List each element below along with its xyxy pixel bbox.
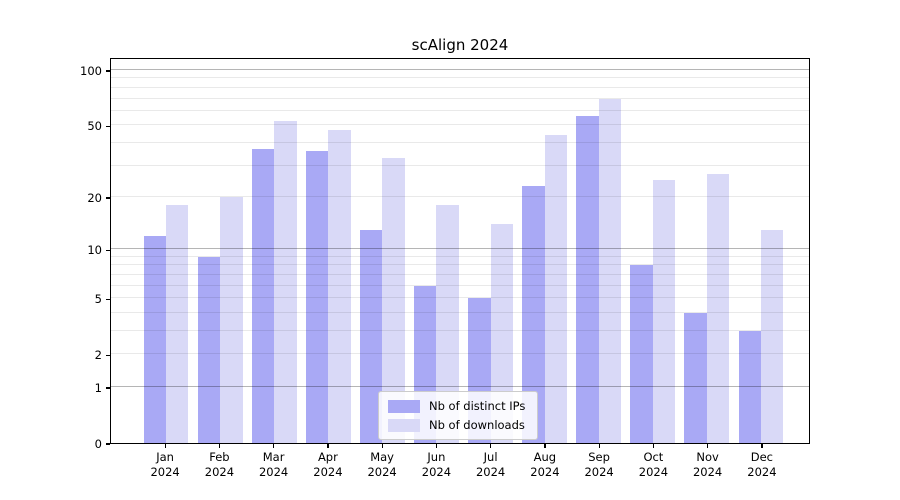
y-tick-mark [106,197,110,199]
bar-distinct-ips [576,116,599,443]
x-tick-mark [273,444,275,448]
bar-group-oct [626,59,680,443]
y-tick-mark [106,125,110,127]
x-tick-label: Jun 2024 [421,450,452,479]
x-tick-label: Jul 2024 [475,450,506,479]
y-tick-label: 20 [87,190,102,205]
bar-group-dec [734,59,788,443]
plot-area: Nb of distinct IPs Nb of downloads [110,58,810,444]
legend-item: Nb of downloads [388,418,525,432]
bar-group-jul [463,59,517,443]
x-tick-label: Sep 2024 [584,450,614,479]
x-tick-label: Nov 2024 [692,450,723,479]
y-tick-mark [106,443,110,445]
legend-label: Nb of downloads [429,418,525,432]
bar-downloads [166,205,189,443]
bar-distinct-ips [143,235,167,443]
x-tick-mark [598,444,600,448]
y-tick-label: 0 [94,437,102,451]
x-tick-mark [327,444,329,448]
bar-distinct-ips [738,331,761,443]
bar-downloads [652,179,676,443]
bar-downloads [274,120,297,443]
bar-group-jun [409,59,463,443]
x-tick-label: May 2024 [367,450,397,479]
y-tick-label: 100 [80,64,102,78]
bar-group-nov [680,59,734,443]
bar-downloads [544,135,567,443]
x-tick-mark [707,444,709,448]
y-tick-label: 1 [94,381,102,395]
legend-item: Nb of distinct IPs [388,399,525,413]
x-tick-label: Jan 2024 [150,450,180,479]
legend-swatch [388,399,420,413]
x-tick-mark [652,444,655,448]
y-tick-label: 5 [94,292,102,307]
x-tick-label: Dec 2024 [747,450,777,479]
x-tick-mark [761,444,763,448]
bar-group-may [355,59,409,443]
bar-group-sep [572,59,626,443]
y-tick-mark [106,70,110,72]
x-tick-mark [544,444,546,448]
bar-distinct-ips [684,312,707,443]
legend: Nb of distinct IPs Nb of downloads [378,391,539,440]
bar-downloads [490,224,513,443]
legend-label: Nb of distinct IPs [429,399,526,413]
bars-row [111,59,809,443]
bar-distinct-ips [522,186,545,443]
bar-group-feb [193,59,247,443]
bar-group-mar [247,59,301,443]
x-tick-label: Oct 2024 [638,450,669,479]
y-tick-mark [106,298,110,300]
bar-downloads [436,205,459,443]
bar-group-jan [139,59,193,443]
x-tick-label: Feb 2024 [204,450,235,479]
bar-distinct-ips [359,229,383,443]
x-tick-mark [381,444,383,448]
bar-downloads [220,196,243,443]
chart-title: scAlign 2024 [411,36,509,54]
bar-group-apr [301,59,355,443]
x-tick-label: Aug 2024 [530,450,560,479]
bar-downloads [760,229,784,443]
legend-swatch [388,418,420,432]
bar-downloads [328,130,351,443]
bar-distinct-ips [630,265,653,443]
y-tick-mark [106,249,110,251]
bar-group-aug [518,59,572,443]
x-tick-label: Apr 2024 [313,450,343,479]
bar-downloads [598,98,622,443]
bar-distinct-ips [251,149,275,443]
bar-distinct-ips [305,151,329,443]
x-tick-mark [435,444,438,448]
x-tick-mark [490,444,492,448]
y-tick-mark [106,354,110,356]
y-tick-label: 2 [94,348,102,363]
x-tick-label: Mar 2024 [258,450,289,479]
y-tick-label: 50 [87,119,102,134]
bar-distinct-ips [197,256,221,443]
bar-downloads [382,158,405,443]
y-tick-label: 10 [87,243,102,258]
x-tick-mark [164,444,166,448]
y-tick-mark [106,387,110,389]
bar-downloads [706,173,730,443]
x-tick-mark [218,444,221,448]
